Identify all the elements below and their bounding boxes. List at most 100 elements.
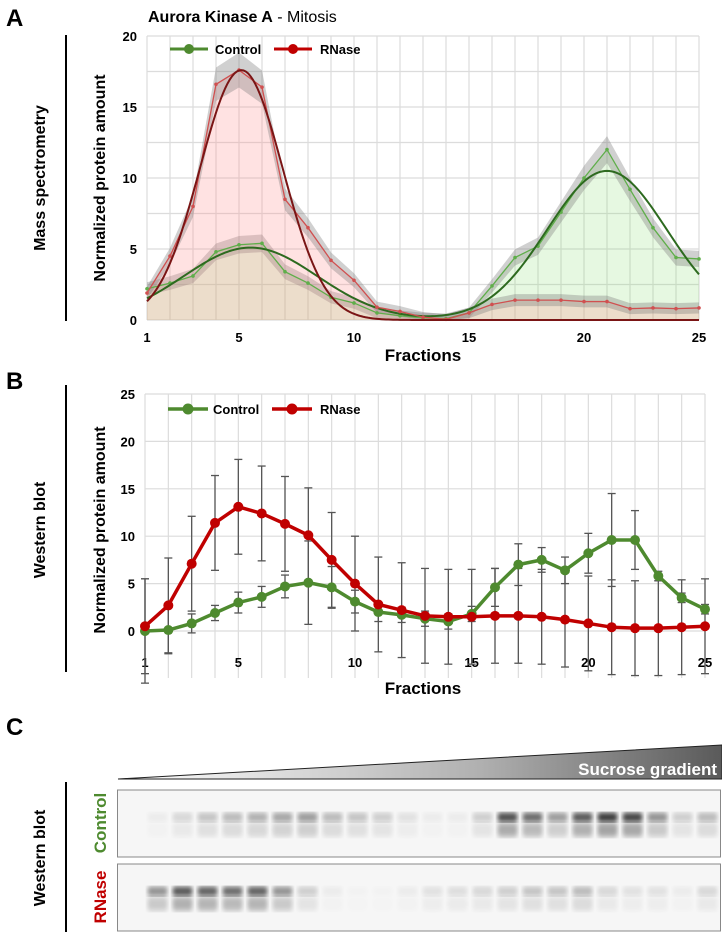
legend-control-label: Control bbox=[215, 42, 261, 57]
control-data-point bbox=[306, 281, 310, 285]
control-blot-band-smear bbox=[247, 822, 268, 837]
rnase-blot-band-smear bbox=[222, 896, 243, 911]
control-data-point bbox=[237, 242, 241, 247]
rnase-blot-band bbox=[547, 886, 568, 896]
control-blot-band bbox=[322, 812, 343, 822]
chart-b-legend: Control RNase bbox=[168, 402, 360, 417]
rnase-data-point bbox=[280, 518, 290, 529]
rnase-data-point bbox=[674, 306, 678, 311]
chart-b-ylabel: Normalized protein amount bbox=[92, 426, 109, 634]
control-blot-band-smear bbox=[497, 822, 518, 837]
y-tick-label: 20 bbox=[123, 29, 137, 44]
x-tick-label: 10 bbox=[348, 655, 362, 670]
rnase-blot-band bbox=[272, 886, 293, 896]
rnase-data-point bbox=[233, 501, 244, 512]
rnase-blot-band bbox=[373, 887, 393, 896]
x-tick-label: 15 bbox=[462, 330, 476, 345]
control-data-point bbox=[606, 534, 617, 545]
rnase-blot-band-smear bbox=[572, 896, 593, 911]
rnase-blot-band-smear bbox=[323, 897, 343, 911]
blot-row-label-control: Control bbox=[91, 793, 110, 853]
rnase-blot-band bbox=[397, 886, 418, 896]
x-tick-label: 25 bbox=[692, 330, 706, 345]
rnase-blot-band bbox=[497, 886, 518, 896]
control-blot-band-smear bbox=[398, 823, 418, 837]
control-data-point bbox=[233, 597, 244, 608]
rnase-data-point bbox=[653, 623, 664, 634]
control-data-point bbox=[283, 269, 287, 274]
rnase-data-point bbox=[421, 315, 425, 319]
panel-label-b: B bbox=[6, 368, 23, 395]
control-blot-band-smear bbox=[697, 822, 718, 837]
rnase-data-point bbox=[676, 622, 687, 633]
rnase-data-point bbox=[513, 298, 517, 302]
control-data-point bbox=[214, 250, 218, 254]
rnase-data-point bbox=[140, 621, 150, 632]
rnase-data-point bbox=[350, 578, 360, 589]
control-blot-band-smear bbox=[597, 822, 618, 837]
rnase-data-point bbox=[214, 82, 218, 87]
control-blot-band-smear bbox=[148, 823, 168, 837]
y-tick-label: 0 bbox=[130, 313, 137, 328]
rnase-data-point bbox=[326, 554, 337, 565]
rnase-data-point bbox=[560, 614, 570, 625]
rnase-blot-band-smear bbox=[398, 897, 418, 911]
rnase-blot-band-smear bbox=[522, 896, 543, 911]
control-data-point bbox=[490, 284, 494, 288]
row-label-western-blot-c: Western blot bbox=[32, 809, 49, 906]
control-blot-band-smear bbox=[572, 822, 593, 837]
control-blot-band-smear bbox=[672, 822, 693, 837]
rnase-data-point bbox=[467, 311, 471, 315]
rnase-data-point bbox=[303, 530, 314, 541]
legend-control-marker bbox=[182, 403, 194, 415]
control-data-point bbox=[536, 554, 547, 565]
control-blot-band bbox=[447, 812, 468, 822]
rnase-data-point bbox=[163, 600, 174, 611]
rnase-data-point bbox=[375, 305, 379, 310]
control-blot-band-smear bbox=[272, 822, 293, 837]
rnase-blot-band bbox=[572, 886, 593, 896]
rnase-data-point bbox=[630, 623, 640, 634]
rnase-data-point bbox=[256, 508, 267, 519]
legend-rnase-marker bbox=[288, 44, 298, 54]
rnase-blot-band-smear bbox=[497, 896, 518, 911]
control-data-point bbox=[375, 311, 379, 315]
rnase-blot-band-smear bbox=[147, 896, 168, 911]
control-area-fill bbox=[147, 149, 699, 320]
blot-row-label-rnase: RNase bbox=[91, 871, 110, 924]
control-blot-band-smear bbox=[423, 823, 443, 837]
rnase-blot-band-smear bbox=[597, 896, 618, 911]
rnase-blot-band bbox=[147, 886, 168, 896]
control-blot-band-smear bbox=[297, 822, 318, 837]
rnase-data-point bbox=[466, 611, 477, 622]
control-data-point bbox=[513, 255, 517, 260]
control-blot-band bbox=[147, 812, 168, 822]
rnase-blot-band-smear bbox=[373, 897, 393, 911]
x-tick-label: 20 bbox=[577, 330, 591, 345]
rnase-fit-curve bbox=[146, 69, 699, 321]
rnase-blot-band bbox=[297, 886, 318, 896]
rnase-blot-band-smear bbox=[673, 897, 693, 911]
control-data-point bbox=[630, 534, 640, 545]
rnase-data-point bbox=[186, 558, 197, 569]
control-data-point bbox=[582, 176, 586, 180]
control-blot-band bbox=[347, 812, 368, 822]
rnase-data-point bbox=[697, 306, 701, 310]
control-data-point bbox=[605, 147, 609, 152]
control-data-point bbox=[583, 548, 594, 559]
control-blot-band bbox=[372, 812, 393, 822]
rnase-blot-band bbox=[522, 886, 543, 896]
y-tick-label: 10 bbox=[123, 171, 137, 186]
y-tick-label: 10 bbox=[121, 529, 135, 544]
control-blot-band bbox=[422, 812, 443, 822]
rnase-data-point bbox=[396, 605, 407, 616]
rnase-data-point bbox=[373, 599, 384, 610]
rnase-blot-band bbox=[172, 886, 193, 896]
chart-a-ylabel: Normalized protein amount bbox=[92, 74, 109, 282]
rnase-blot-band bbox=[472, 886, 493, 896]
chart-b: 05101520251510152025 bbox=[121, 387, 712, 684]
rnase-blot-band bbox=[622, 886, 643, 896]
rnase-data-point bbox=[700, 621, 710, 632]
sucrose-gradient-wedge bbox=[117, 744, 722, 780]
control-data-point bbox=[326, 582, 337, 593]
